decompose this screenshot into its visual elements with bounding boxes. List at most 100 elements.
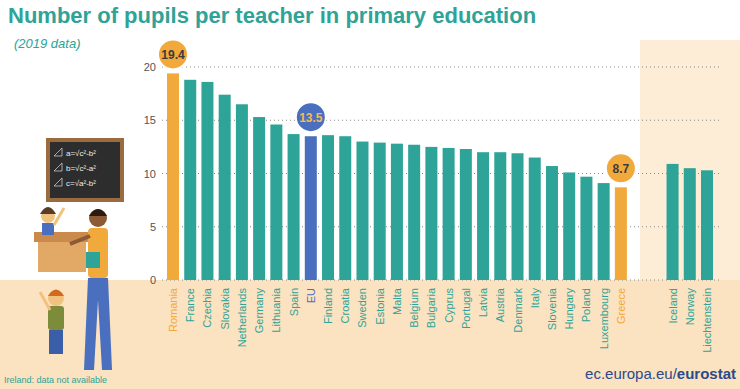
- category-label: Bulgaria: [425, 287, 437, 328]
- y-tick-label: 5: [150, 221, 156, 233]
- bar: [529, 158, 541, 280]
- bar: [374, 143, 386, 280]
- category-label: Liechtenstein: [701, 288, 713, 353]
- category-label: Greece: [615, 288, 627, 324]
- subtitle: (2019 data): [14, 36, 81, 51]
- category-label: Latvia: [477, 287, 489, 317]
- category-label: Cyprus: [443, 288, 455, 323]
- bar: [684, 168, 696, 280]
- labels: Romania 19.4 France Czechia Slovakia Netherla…: [158, 39, 713, 352]
- category-label: France: [184, 288, 196, 322]
- y-tick-label: 20: [144, 61, 156, 73]
- category-label: Spain: [288, 288, 300, 316]
- category-label: Norway: [684, 288, 696, 326]
- y-axis: [162, 67, 163, 280]
- category-label: Finland: [322, 288, 334, 324]
- bar: [305, 136, 317, 280]
- category-label: Sweden: [356, 288, 368, 328]
- panel-background: [640, 40, 740, 280]
- teacher-hair: [89, 209, 107, 216]
- category-label: Netherlands: [236, 288, 248, 348]
- bar: [615, 187, 627, 280]
- title: Number of pupils per teacher in primary …: [8, 3, 536, 28]
- y-tick-label: 10: [144, 168, 156, 180]
- teacher-book: [86, 252, 100, 268]
- boy-arm: [40, 292, 50, 310]
- chart: Number of pupils per teacher in primary …: [0, 0, 740, 389]
- bar: [201, 82, 213, 280]
- teacher-head: [89, 209, 107, 227]
- bar: [184, 80, 196, 280]
- triangle-icon: [54, 163, 62, 171]
- desk-front: [38, 242, 86, 272]
- illustration: a=√c²-b² b=√c²-a² c=√a²-b²: [34, 138, 124, 370]
- category-label: Czechia: [201, 287, 213, 328]
- data-label: 8.7: [613, 162, 630, 176]
- bar: [460, 149, 472, 280]
- category-label: Iceland: [667, 288, 679, 323]
- boy-hair: [48, 290, 64, 297]
- bar: [356, 142, 368, 280]
- bars: [167, 73, 713, 280]
- category-label: Slovenia: [546, 287, 558, 330]
- teacher-arm: [70, 236, 90, 244]
- category-label: Portugal: [460, 288, 472, 329]
- bar: [288, 134, 300, 280]
- y-tick-label: 15: [144, 114, 156, 126]
- data-label-badge: [296, 102, 326, 132]
- bar: [167, 73, 179, 280]
- bar: [580, 177, 592, 280]
- bar: [236, 104, 248, 280]
- triangle-icon: [54, 148, 62, 156]
- category-label: Estonia: [374, 287, 386, 325]
- category-label: Slovakia: [219, 287, 231, 329]
- data-label-badge: [158, 39, 188, 69]
- bar: [494, 152, 506, 280]
- data-label-badge: [606, 153, 636, 183]
- source: ec.europa.eu/eurostat: [585, 365, 736, 382]
- category-label: Austria: [494, 287, 506, 322]
- boy-head: [48, 290, 64, 306]
- teacher-legs: [84, 278, 112, 370]
- boy-legs: [49, 330, 63, 354]
- board-formula: b=√c²-a²: [66, 164, 96, 173]
- bar: [546, 166, 558, 280]
- chalkboard: [50, 142, 120, 198]
- girl-body: [42, 223, 54, 235]
- bar: [253, 117, 265, 280]
- background: [0, 0, 740, 389]
- bar: [667, 164, 679, 280]
- category-label: Malta: [391, 287, 403, 315]
- category-label: Germany: [253, 288, 265, 334]
- board-formula: a=√c²-b²: [66, 149, 96, 158]
- bar: [512, 153, 524, 280]
- bar: [339, 136, 351, 280]
- bar: [598, 183, 610, 280]
- bar: [270, 125, 282, 280]
- category-label: Luxembourg: [598, 288, 610, 349]
- girl-arm: [54, 208, 64, 225]
- bar: [322, 135, 334, 280]
- bar: [477, 152, 489, 280]
- category-label: Hungary: [563, 288, 575, 330]
- category-label: Lithuania: [270, 287, 282, 333]
- girl-hair: [40, 207, 56, 214]
- data-label: 19.4: [161, 48, 185, 62]
- bar: [391, 144, 403, 280]
- source-domain: ec.europa.eu/: [585, 365, 678, 382]
- board-formula: c=√a²-b²: [66, 179, 96, 188]
- bar: [408, 145, 420, 280]
- category-label: Denmark: [512, 288, 524, 333]
- category-label: Poland: [580, 288, 592, 322]
- category-label: Italy: [529, 288, 541, 309]
- category-label: Croatia: [339, 287, 351, 323]
- grid-line: [162, 67, 722, 68]
- source-brand: eurostat: [677, 365, 736, 382]
- category-label: EU: [305, 288, 317, 303]
- bar: [443, 148, 455, 280]
- category-label: Romania: [167, 287, 179, 332]
- category-label: Belgium: [408, 288, 420, 328]
- bar: [701, 170, 713, 280]
- board-frame: [46, 138, 124, 202]
- bar: [425, 147, 437, 280]
